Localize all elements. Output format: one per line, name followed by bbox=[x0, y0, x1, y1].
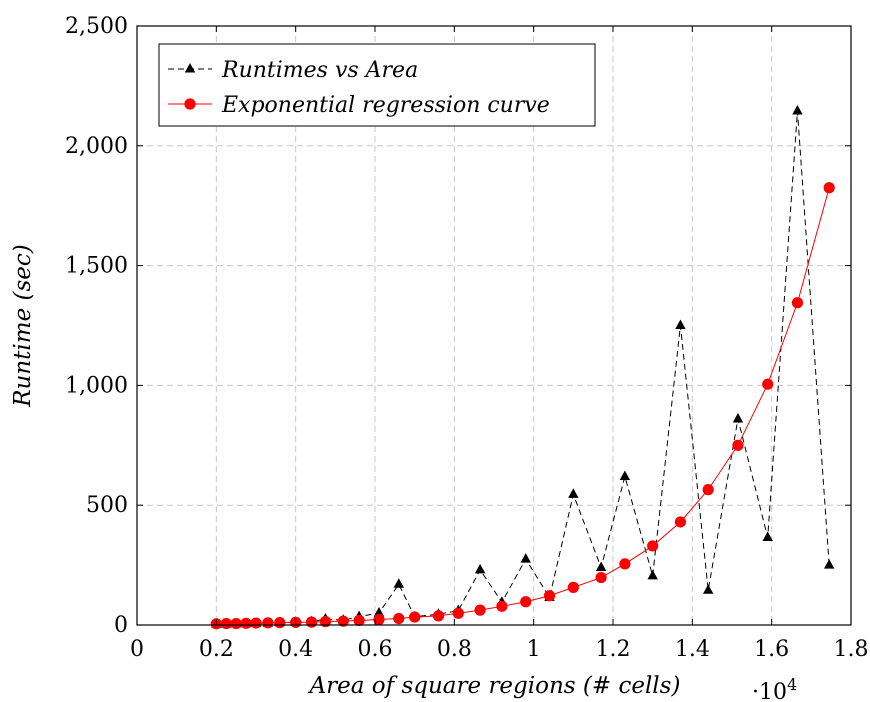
data-point bbox=[353, 614, 365, 627]
x-tick-label: 0.2 bbox=[199, 637, 234, 662]
data-point bbox=[567, 581, 579, 593]
grid bbox=[137, 26, 851, 625]
series-line bbox=[216, 111, 830, 625]
data-point bbox=[595, 561, 607, 571]
x-tick-label: 1 bbox=[527, 637, 541, 662]
data-point bbox=[496, 600, 508, 612]
data-point bbox=[220, 617, 232, 630]
data-point bbox=[762, 378, 774, 390]
data-point bbox=[732, 439, 744, 451]
data-point bbox=[792, 105, 803, 115]
x-tick-label: 0.8 bbox=[437, 637, 472, 662]
data-point bbox=[647, 569, 658, 580]
series-line bbox=[216, 187, 830, 625]
data-point bbox=[474, 604, 486, 616]
y-tick-label: 0 bbox=[114, 613, 128, 638]
plot-frame bbox=[136, 25, 852, 626]
data-point bbox=[337, 615, 349, 627]
y-tick-label: 1,000 bbox=[65, 373, 128, 398]
data-point bbox=[595, 571, 607, 584]
y-axis: 0 500 1,000 1,500 2,000 2,500 bbox=[65, 14, 851, 638]
data-point bbox=[823, 559, 835, 569]
data-point bbox=[373, 607, 385, 617]
data-point bbox=[305, 616, 318, 628]
data-point bbox=[393, 612, 405, 625]
data-point bbox=[791, 297, 804, 309]
x-tick-label: 0.6 bbox=[358, 637, 393, 662]
data-point bbox=[647, 540, 659, 552]
data-point bbox=[762, 531, 773, 542]
data-point bbox=[619, 470, 631, 480]
data-point bbox=[230, 617, 242, 630]
y-tick-label: 1,500 bbox=[65, 254, 128, 279]
data-point bbox=[674, 516, 687, 528]
legend-label: Runtimes vs Area bbox=[221, 58, 418, 83]
legend-label: Exponential regression curve bbox=[221, 93, 550, 118]
legend-box bbox=[158, 43, 596, 127]
data-point bbox=[703, 584, 714, 594]
data-point bbox=[474, 563, 486, 574]
legend-marker bbox=[184, 98, 196, 110]
x-axis-scale-factor: ·104 bbox=[752, 675, 797, 702]
x-scale-base: 10 bbox=[759, 680, 787, 702]
x-axis-title: Area of square regions (# cells) bbox=[308, 673, 681, 699]
data-point bbox=[409, 611, 421, 623]
legend-marker bbox=[184, 63, 196, 73]
legend-entry: Runtimes vs Area bbox=[168, 58, 418, 83]
data-point bbox=[240, 617, 252, 629]
series-area bbox=[210, 105, 835, 630]
data-point bbox=[520, 596, 532, 608]
data-point bbox=[823, 182, 835, 194]
legend: Runtimes vs Area Exponential regression c… bbox=[158, 43, 596, 127]
data-point bbox=[619, 558, 631, 570]
x-tick-label: 1.2 bbox=[596, 637, 631, 662]
data-point bbox=[393, 578, 404, 588]
series-0 bbox=[211, 105, 835, 628]
data-point bbox=[250, 617, 262, 629]
x-scale-exponent: 4 bbox=[787, 675, 797, 694]
x-tick-label: 1.4 bbox=[675, 637, 710, 662]
x-tick-label: 1.8 bbox=[834, 637, 869, 662]
data-point bbox=[373, 613, 385, 626]
data-point bbox=[432, 610, 445, 622]
data-point bbox=[732, 412, 744, 423]
data-point bbox=[274, 617, 286, 629]
x-tick-label: 0.4 bbox=[278, 637, 313, 662]
y-tick-label: 2,500 bbox=[65, 14, 128, 39]
y-tick-label: 500 bbox=[86, 493, 128, 518]
x-tick-label: 0 bbox=[130, 637, 144, 662]
data-point bbox=[675, 319, 686, 329]
y-tick-label: 2,000 bbox=[65, 134, 128, 159]
data-point bbox=[262, 617, 274, 629]
y-axis-title: Runtime (sec) bbox=[10, 244, 36, 408]
data-point bbox=[543, 590, 556, 602]
x-axis: 0 0.2 0.4 0.6 0.8 1 1.2 1.4 1.6 1.8 bbox=[130, 26, 869, 662]
data-point bbox=[702, 484, 714, 496]
legend-entry: Exponential regression curve bbox=[168, 93, 550, 118]
data-point bbox=[568, 488, 579, 498]
data-point bbox=[452, 607, 464, 619]
x-tick-label: 1.6 bbox=[754, 637, 789, 662]
data-point bbox=[520, 553, 531, 563]
